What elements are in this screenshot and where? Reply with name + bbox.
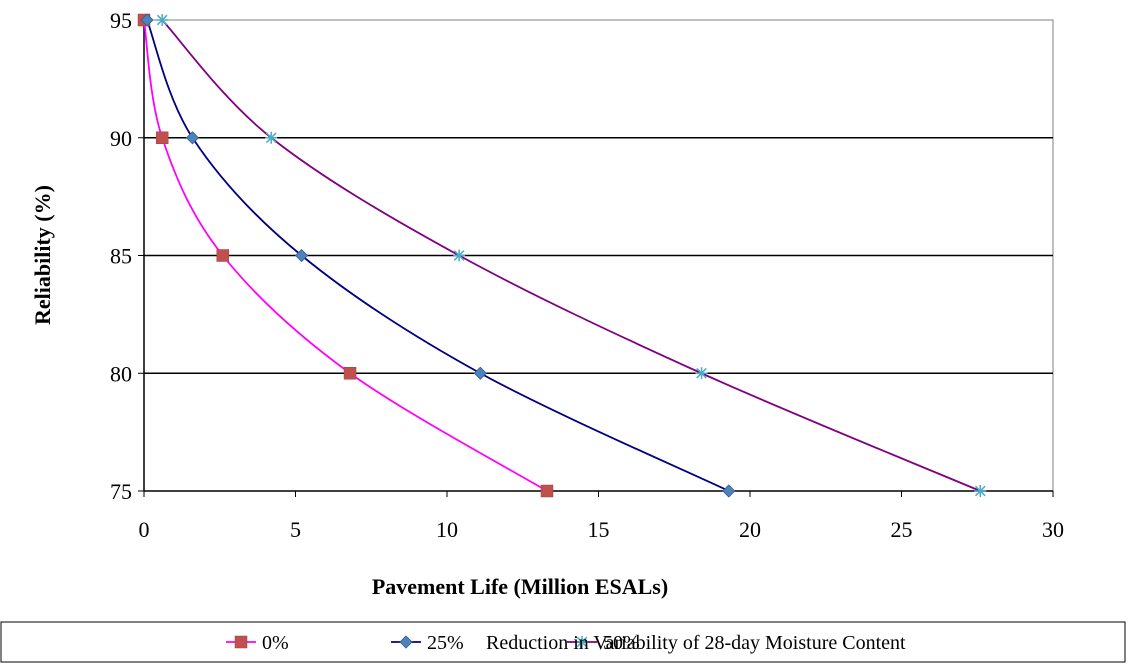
legend: 0% 25% 50% xyxy=(226,632,640,654)
series-lines xyxy=(143,19,981,492)
data-point-s0-3 xyxy=(343,367,357,380)
legend-box xyxy=(0,621,1126,663)
x-tick-label-30: 30 xyxy=(1042,517,1064,542)
y-tick-label-75: 75 xyxy=(110,479,132,504)
legend-note: Reduction in Variability of 28-day Moist… xyxy=(486,632,906,654)
data-point-s2-1 xyxy=(265,131,278,144)
series-line-0 xyxy=(143,19,548,492)
data-point-s0-2 xyxy=(216,249,230,262)
x-tick-label-0: 0 xyxy=(139,517,150,542)
data-point-s1-2 xyxy=(294,248,309,263)
x-tick-label-5: 5 xyxy=(290,517,301,542)
x-tick-label-25: 25 xyxy=(891,517,913,542)
y-axis-title: Reliability (%) xyxy=(30,185,55,325)
data-point-s1-4 xyxy=(722,484,736,498)
data-point-s0-1 xyxy=(155,131,169,144)
data-point-s1-0 xyxy=(140,13,154,27)
legend-marker-0 xyxy=(234,635,248,649)
legend-marker-1 xyxy=(399,635,413,649)
legend-marker-2 xyxy=(576,636,588,648)
y-tick-label-85: 85 xyxy=(110,244,132,269)
series-markers xyxy=(137,13,987,498)
data-point-s2-2 xyxy=(453,249,466,262)
x-tick-label-10: 10 xyxy=(436,517,458,542)
series-line-2 xyxy=(161,19,981,492)
legend-label-1: 25% xyxy=(427,632,464,654)
x-tick-label-15: 15 xyxy=(588,517,610,542)
x-axis-title: Pavement Life (Million ESALs) xyxy=(372,574,668,599)
y-tick-label-90: 90 xyxy=(110,126,132,151)
y-tick-label-80: 80 xyxy=(110,361,132,386)
data-point-s2-0 xyxy=(156,14,169,26)
data-point-s2-4 xyxy=(974,485,987,497)
legend-label-0: 0% xyxy=(262,632,289,654)
axes xyxy=(138,19,1054,497)
x-tick-label-20: 20 xyxy=(739,517,761,542)
legend-label-2: 50% xyxy=(603,632,640,654)
series-line-1 xyxy=(146,19,730,492)
data-point-s1-1 xyxy=(185,131,200,145)
y-tick-label-95: 95 xyxy=(110,8,132,33)
data-point-s1-3 xyxy=(473,366,487,380)
data-point-s0-4 xyxy=(540,484,554,498)
x-tick-labels: 0 5 10 15 20 25 30 xyxy=(139,517,1065,542)
y-tick-labels: 75 80 85 90 95 xyxy=(110,8,132,504)
data-point-s2-3 xyxy=(695,367,708,380)
